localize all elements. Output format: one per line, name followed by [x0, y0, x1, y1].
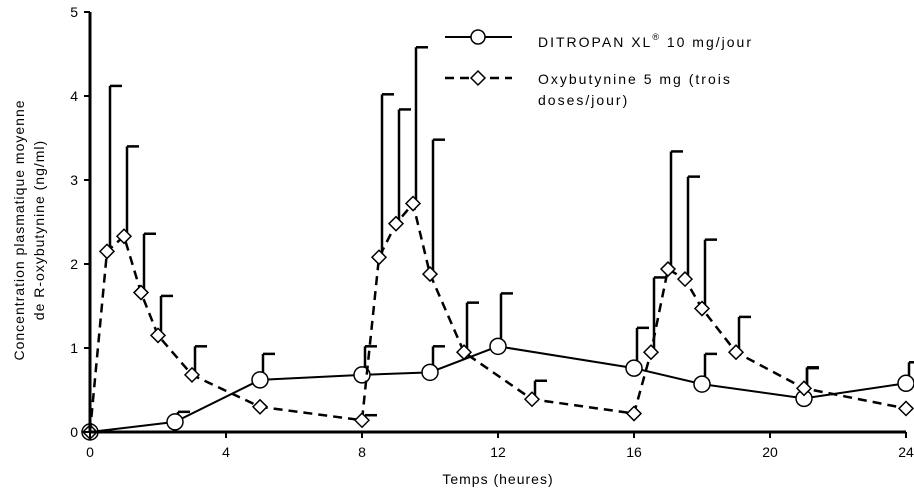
data-point-oxybutynine [149, 327, 167, 344]
data-point-oxybutynine [251, 398, 269, 415]
data-point-ditropan [489, 337, 507, 356]
x-tick-label: 24 [898, 444, 914, 460]
x-axis-title: Temps (heures) [442, 471, 553, 487]
data-point-oxybutynine [625, 405, 643, 422]
series-layer [81, 46, 914, 441]
data-point-oxybutynine [897, 400, 914, 417]
data-point-oxybutynine [353, 412, 371, 429]
y-tick-label: 4 [70, 88, 78, 104]
data-point-oxybutynine [370, 249, 388, 266]
data-point-oxybutynine [98, 243, 116, 260]
data-point-oxybutynine [795, 380, 813, 397]
y-tick-label: 3 [70, 172, 78, 188]
data-point-oxybutynine [693, 300, 711, 317]
series-line-ditropan [89, 345, 907, 433]
legend-label-ditropan: DITROPAN XL® 10 mg/jour [538, 32, 753, 50]
x-tick-label: 4 [222, 444, 230, 460]
y-axis-title-line2: de R-oxybutynine (ng/ml) [31, 140, 47, 320]
series-line-oxybutynine [88, 200, 907, 433]
data-point-ditropan [625, 359, 643, 377]
legend: DITROPAN XL® 10 mg/jour Oxybutynine 5 mg… [445, 29, 753, 108]
y-axis-title-line1: Concentration plasmatique moyenne [11, 99, 27, 360]
legend-label-oxybutynine-line1: Oxybutynine 5 mg (trois [538, 71, 732, 87]
axes-layer [84, 11, 907, 438]
legend-circle-marker [470, 29, 486, 45]
data-point-oxybutynine [676, 271, 694, 288]
data-point-ditropan [421, 363, 439, 382]
data-point-oxybutynine [659, 260, 677, 278]
x-tick-label: 16 [626, 444, 642, 460]
data-point-ditropan [693, 375, 711, 393]
data-point-ditropan [897, 374, 914, 393]
legend-label-oxybutynine-line2: doses/jour) [538, 92, 629, 108]
data-point-oxybutynine [523, 391, 541, 408]
data-point-oxybutynine [642, 344, 660, 361]
y-tick-label: 5 [70, 4, 78, 20]
x-tick-label: 0 [86, 444, 94, 460]
x-tick-label: 8 [358, 444, 366, 460]
legend-diamond-marker [469, 69, 487, 87]
data-point-oxybutynine [421, 266, 439, 283]
data-point-ditropan [166, 413, 184, 431]
data-point-oxybutynine [455, 344, 473, 361]
data-point-oxybutynine [387, 215, 405, 232]
x-tick-label: 12 [490, 444, 506, 460]
y-tick-label: 2 [70, 256, 78, 272]
data-point-oxybutynine [404, 195, 422, 212]
x-tick-label: 20 [762, 444, 778, 460]
data-point-oxybutynine [132, 284, 150, 301]
data-point-oxybutynine [115, 228, 133, 245]
data-point-oxybutynine [183, 366, 201, 383]
y-tick-label: 1 [70, 340, 78, 356]
y-tick-label: 0 [70, 424, 78, 440]
data-point-ditropan [251, 371, 269, 389]
data-point-oxybutynine [727, 344, 745, 361]
